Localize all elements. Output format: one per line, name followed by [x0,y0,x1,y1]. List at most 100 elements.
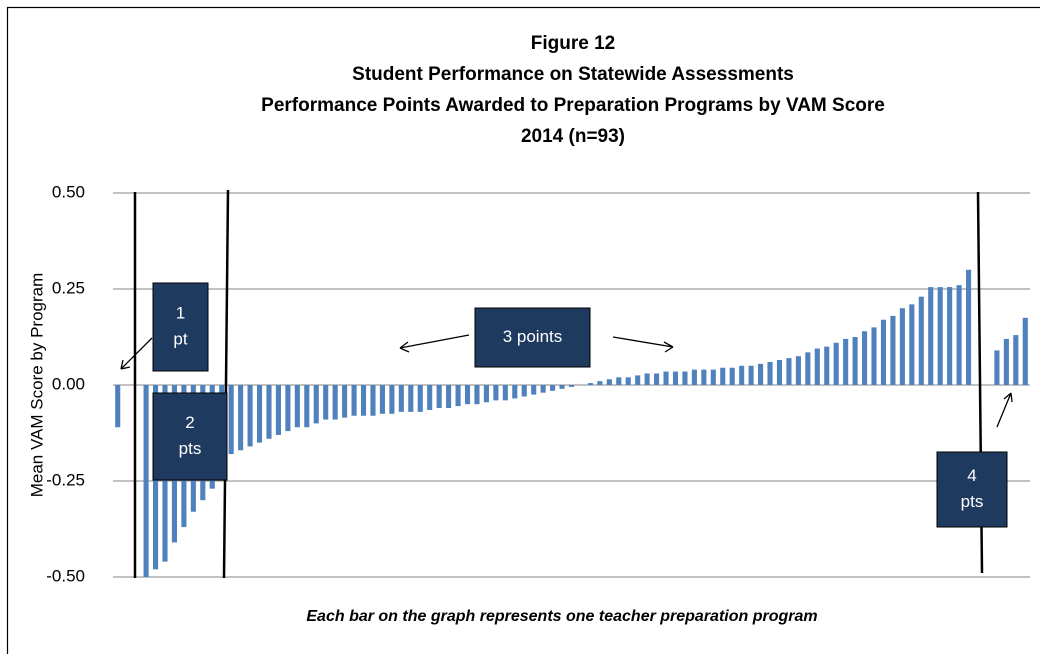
annotation-text: pts [961,492,984,511]
bar [918,296,924,385]
annotation-text: pt [173,329,187,348]
bar [928,287,934,385]
bar [228,385,234,455]
bar [313,385,319,424]
chart-frame [6,6,1040,654]
annotation-box [474,307,591,368]
bar [833,342,839,385]
bar [323,385,329,420]
bar [710,369,716,385]
bar [947,287,953,385]
bar [767,361,773,385]
bar [417,385,423,412]
bar [814,348,820,385]
annotation-text: 3 points [503,327,563,346]
bar [956,285,962,385]
bar [597,381,603,385]
annotation-box [152,282,209,372]
bar [512,385,518,399]
bar [360,385,367,416]
bar [994,350,1000,385]
bar [852,337,858,385]
bar [672,371,679,385]
annotation-text: pts [179,439,202,458]
bar [568,385,575,387]
bar [474,385,480,405]
bar [427,385,433,410]
bar [370,385,376,416]
bar [644,373,650,385]
chart-subtitle: Student Performance on Statewide Assessm… [352,64,794,85]
bar [616,377,622,385]
bar [758,363,764,385]
annotation-box [152,392,228,481]
bar [389,385,395,414]
bar [880,319,887,385]
annotation-text: 4 [967,466,976,485]
bar [824,346,830,385]
bar [115,385,121,428]
annotations: 1 pt 2 pts 3 points 4 pts [152,282,1008,528]
y-tick-label: -0.25 [46,470,85,489]
bar [285,385,291,432]
bar [899,308,905,385]
caption: Each bar on the graph represents one tea… [306,608,817,625]
bar [275,385,281,435]
y-axis-label: Mean VAM Score by Program [27,273,46,498]
annotation-text: 2 [185,413,194,432]
bar [871,327,877,385]
bar [701,369,707,385]
y-tick-label: 0.50 [52,182,85,201]
bar [238,385,244,451]
bar [729,367,735,385]
divider-line [222,189,230,579]
arrow [996,392,1013,428]
bar [436,385,442,409]
bar [587,383,593,385]
bar [786,358,792,385]
bar [625,377,631,385]
bar [332,385,338,420]
bar [502,385,508,401]
annotation-box [936,451,1008,528]
bar [890,315,896,385]
bar [720,367,726,385]
y-tick-label: 0.00 [52,374,85,393]
chart-subtitle: Performance Points Awarded to Preparatio… [261,95,885,116]
y-tick-label: 0.25 [52,278,85,297]
y-tick-label: -0.50 [46,566,85,585]
bar [398,385,404,412]
bar [464,385,471,405]
bar [635,375,641,385]
bar [691,369,697,385]
bar [342,385,348,418]
bar [654,373,660,385]
bar [143,385,149,577]
bar [937,287,943,385]
bar [739,365,745,385]
bar [663,371,669,385]
bar [483,385,489,403]
bar [294,385,300,428]
bar [862,331,868,385]
bar [550,385,556,391]
bar [446,385,452,409]
bar [1013,335,1019,385]
bar [795,356,801,385]
bar [843,338,849,385]
bar [379,385,385,414]
bar [540,385,546,393]
bar [266,385,272,439]
arrow [120,337,153,370]
bar [247,385,253,447]
chart-subtitle: 2014 (n=93) [521,126,625,147]
bar [965,269,972,385]
bar [455,385,461,407]
arrow [612,336,674,353]
arrows [120,334,1013,428]
bar [606,379,612,385]
arrow [399,334,470,353]
chart-title: Figure 12 [531,33,615,54]
bar [351,385,357,416]
bar [304,385,310,428]
